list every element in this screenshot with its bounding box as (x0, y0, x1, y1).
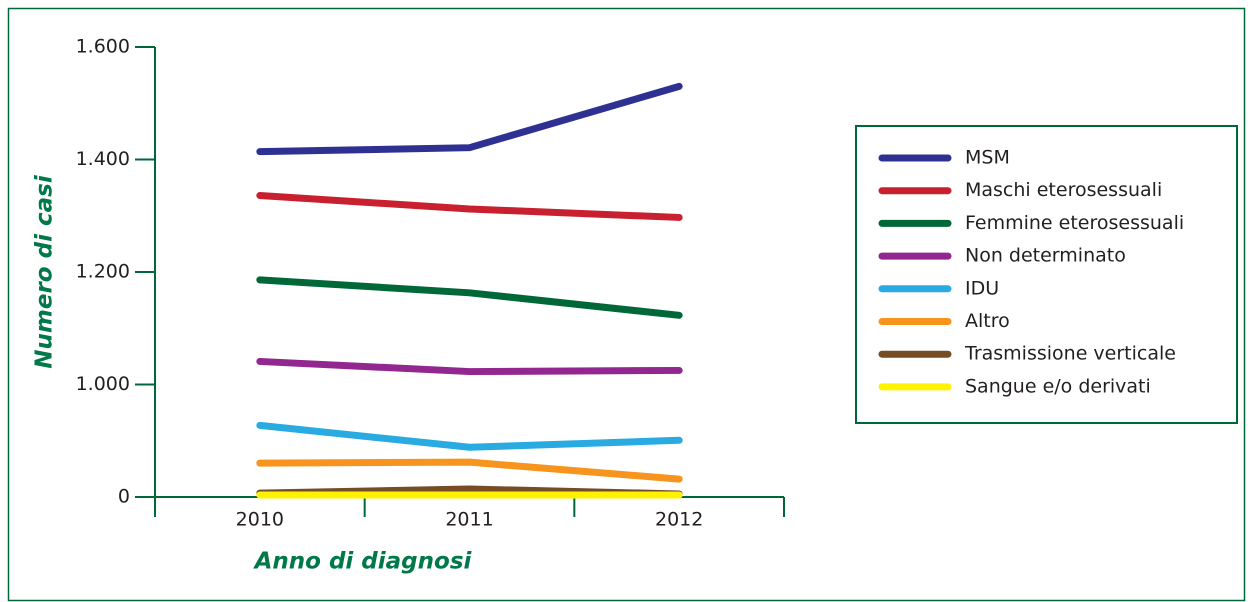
legend-label: Altro (965, 310, 1010, 332)
legend-label: IDU (965, 277, 999, 299)
x-tick-label: 2011 (445, 509, 493, 531)
y-tick-label: 1.600 (76, 36, 130, 58)
series-line (256, 458, 683, 483)
y-axis-title: Numero di casi (32, 174, 58, 369)
y-tick-label: 1.200 (76, 261, 130, 283)
y-tick-label: 1.400 (76, 148, 130, 170)
legend-label: Femmine eterosessuali (965, 212, 1184, 234)
series-line (256, 82, 683, 156)
series-line (256, 192, 683, 221)
legend-label: Sangue e/o derivati (965, 375, 1151, 397)
frame (7, 7, 1246, 602)
legend-box (855, 125, 1238, 424)
series-line (256, 421, 683, 451)
x-tick-label: 2010 (236, 509, 284, 531)
legend-label: MSM (965, 147, 1010, 169)
x-tick-label: 2012 (655, 509, 703, 531)
series-line (256, 357, 683, 376)
legend-label: Trasmissione verticale (964, 343, 1176, 365)
legend-label: Non determinato (965, 245, 1126, 267)
legend-label: Maschi eterosessuali (965, 179, 1162, 201)
y-tick-label: 0 (118, 486, 130, 508)
series-line (256, 276, 683, 319)
x-axis-title: Anno di diagnosi (253, 549, 473, 575)
y-tick-label: 1.000 (76, 373, 130, 395)
